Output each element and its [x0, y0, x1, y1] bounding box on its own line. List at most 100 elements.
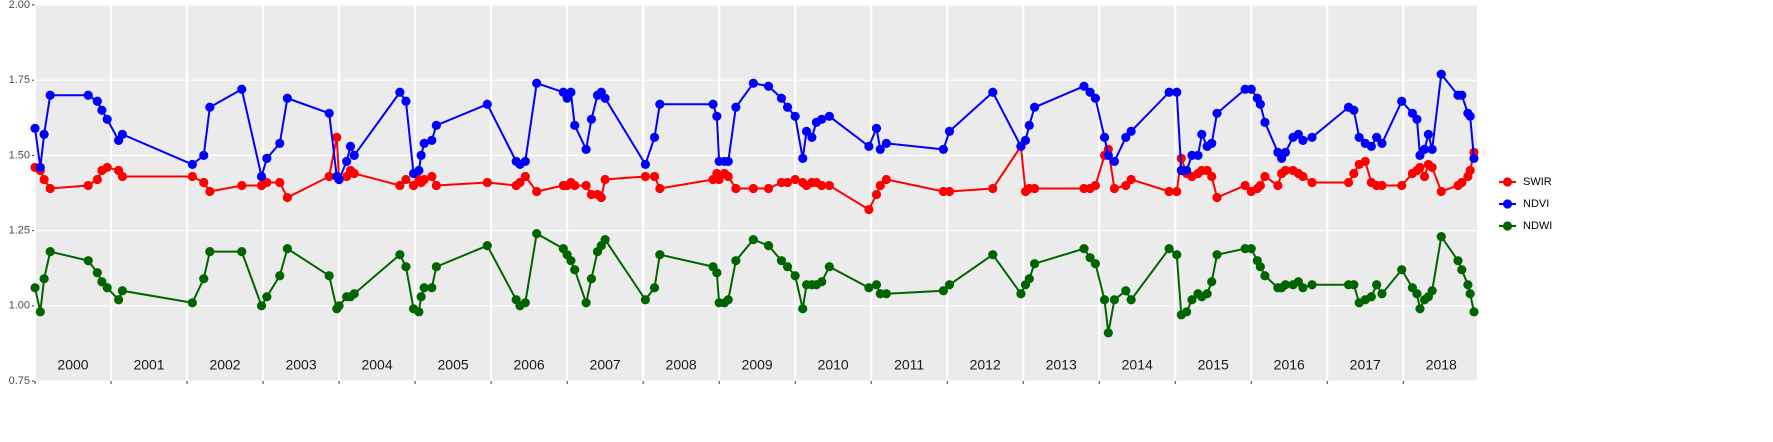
point	[30, 123, 40, 133]
point	[864, 204, 874, 215]
point	[395, 180, 405, 191]
point	[1090, 93, 1101, 103]
point	[1121, 286, 1131, 296]
point	[1212, 192, 1222, 203]
point	[102, 114, 112, 124]
year-label: 2016	[1274, 357, 1305, 373]
point	[1419, 144, 1430, 154]
point	[790, 271, 800, 281]
point	[1457, 177, 1467, 188]
point	[30, 283, 40, 293]
point	[1349, 168, 1359, 179]
point	[1212, 250, 1222, 260]
point	[798, 153, 808, 164]
point	[408, 180, 419, 191]
point	[1412, 289, 1422, 299]
point	[655, 183, 665, 194]
point	[655, 99, 665, 109]
point	[1469, 307, 1479, 317]
year-label: 2018	[1426, 357, 1457, 373]
point	[395, 250, 405, 260]
point	[640, 295, 650, 305]
point	[1212, 108, 1222, 118]
point	[395, 87, 405, 97]
point	[649, 132, 660, 142]
legend-label: NDWI	[1523, 220, 1552, 232]
point	[600, 174, 610, 185]
point	[1465, 289, 1475, 299]
point	[782, 262, 793, 272]
point	[275, 177, 285, 188]
point	[1024, 274, 1034, 284]
y-tick-label: 0.75	[9, 375, 30, 387]
point	[1307, 280, 1317, 290]
point	[1024, 120, 1034, 130]
point	[515, 177, 525, 188]
point	[1298, 171, 1308, 182]
point	[1246, 244, 1256, 254]
point	[334, 301, 344, 311]
point	[199, 150, 209, 160]
point	[600, 235, 610, 245]
point	[482, 177, 492, 188]
point	[1121, 132, 1131, 142]
point	[988, 87, 998, 97]
point	[938, 286, 948, 296]
point	[1366, 141, 1376, 151]
point	[1427, 286, 1437, 296]
point	[817, 180, 827, 191]
point	[275, 271, 285, 281]
point	[401, 262, 411, 272]
year-label: 2013	[1046, 357, 1077, 373]
point	[748, 183, 758, 194]
point	[1085, 253, 1095, 263]
point	[1164, 244, 1174, 254]
point	[581, 298, 591, 308]
point	[83, 180, 93, 191]
point	[482, 99, 492, 109]
point	[187, 171, 197, 182]
point	[1457, 90, 1467, 100]
point	[187, 159, 197, 170]
legend-key-point	[1502, 199, 1513, 209]
point	[1354, 132, 1364, 142]
point	[342, 156, 352, 167]
point	[988, 183, 998, 194]
point	[1172, 250, 1182, 260]
point	[532, 229, 542, 239]
point	[1377, 138, 1387, 148]
point	[39, 129, 49, 139]
year-label: 2004	[361, 357, 392, 373]
point	[714, 174, 724, 185]
point	[600, 93, 610, 103]
point	[102, 283, 112, 293]
point	[1465, 111, 1475, 121]
point	[205, 186, 215, 197]
point	[1280, 165, 1291, 176]
point	[262, 292, 272, 302]
point	[205, 247, 215, 257]
point	[117, 129, 128, 139]
point	[199, 274, 209, 284]
point	[349, 168, 359, 179]
point	[1343, 177, 1354, 188]
year-label: 2005	[438, 357, 469, 373]
point	[881, 174, 891, 185]
point	[586, 274, 597, 284]
point	[1349, 105, 1359, 115]
point	[871, 189, 882, 200]
point	[655, 250, 665, 260]
point	[807, 132, 817, 142]
point	[1298, 135, 1308, 145]
point	[763, 183, 774, 194]
point	[731, 102, 741, 112]
point	[520, 298, 530, 308]
point	[324, 271, 334, 281]
point	[1280, 147, 1291, 157]
point	[1090, 180, 1101, 191]
point	[640, 171, 650, 182]
point	[97, 105, 107, 115]
point	[1469, 153, 1479, 164]
point	[1020, 135, 1031, 145]
year-label: 2006	[514, 357, 545, 373]
